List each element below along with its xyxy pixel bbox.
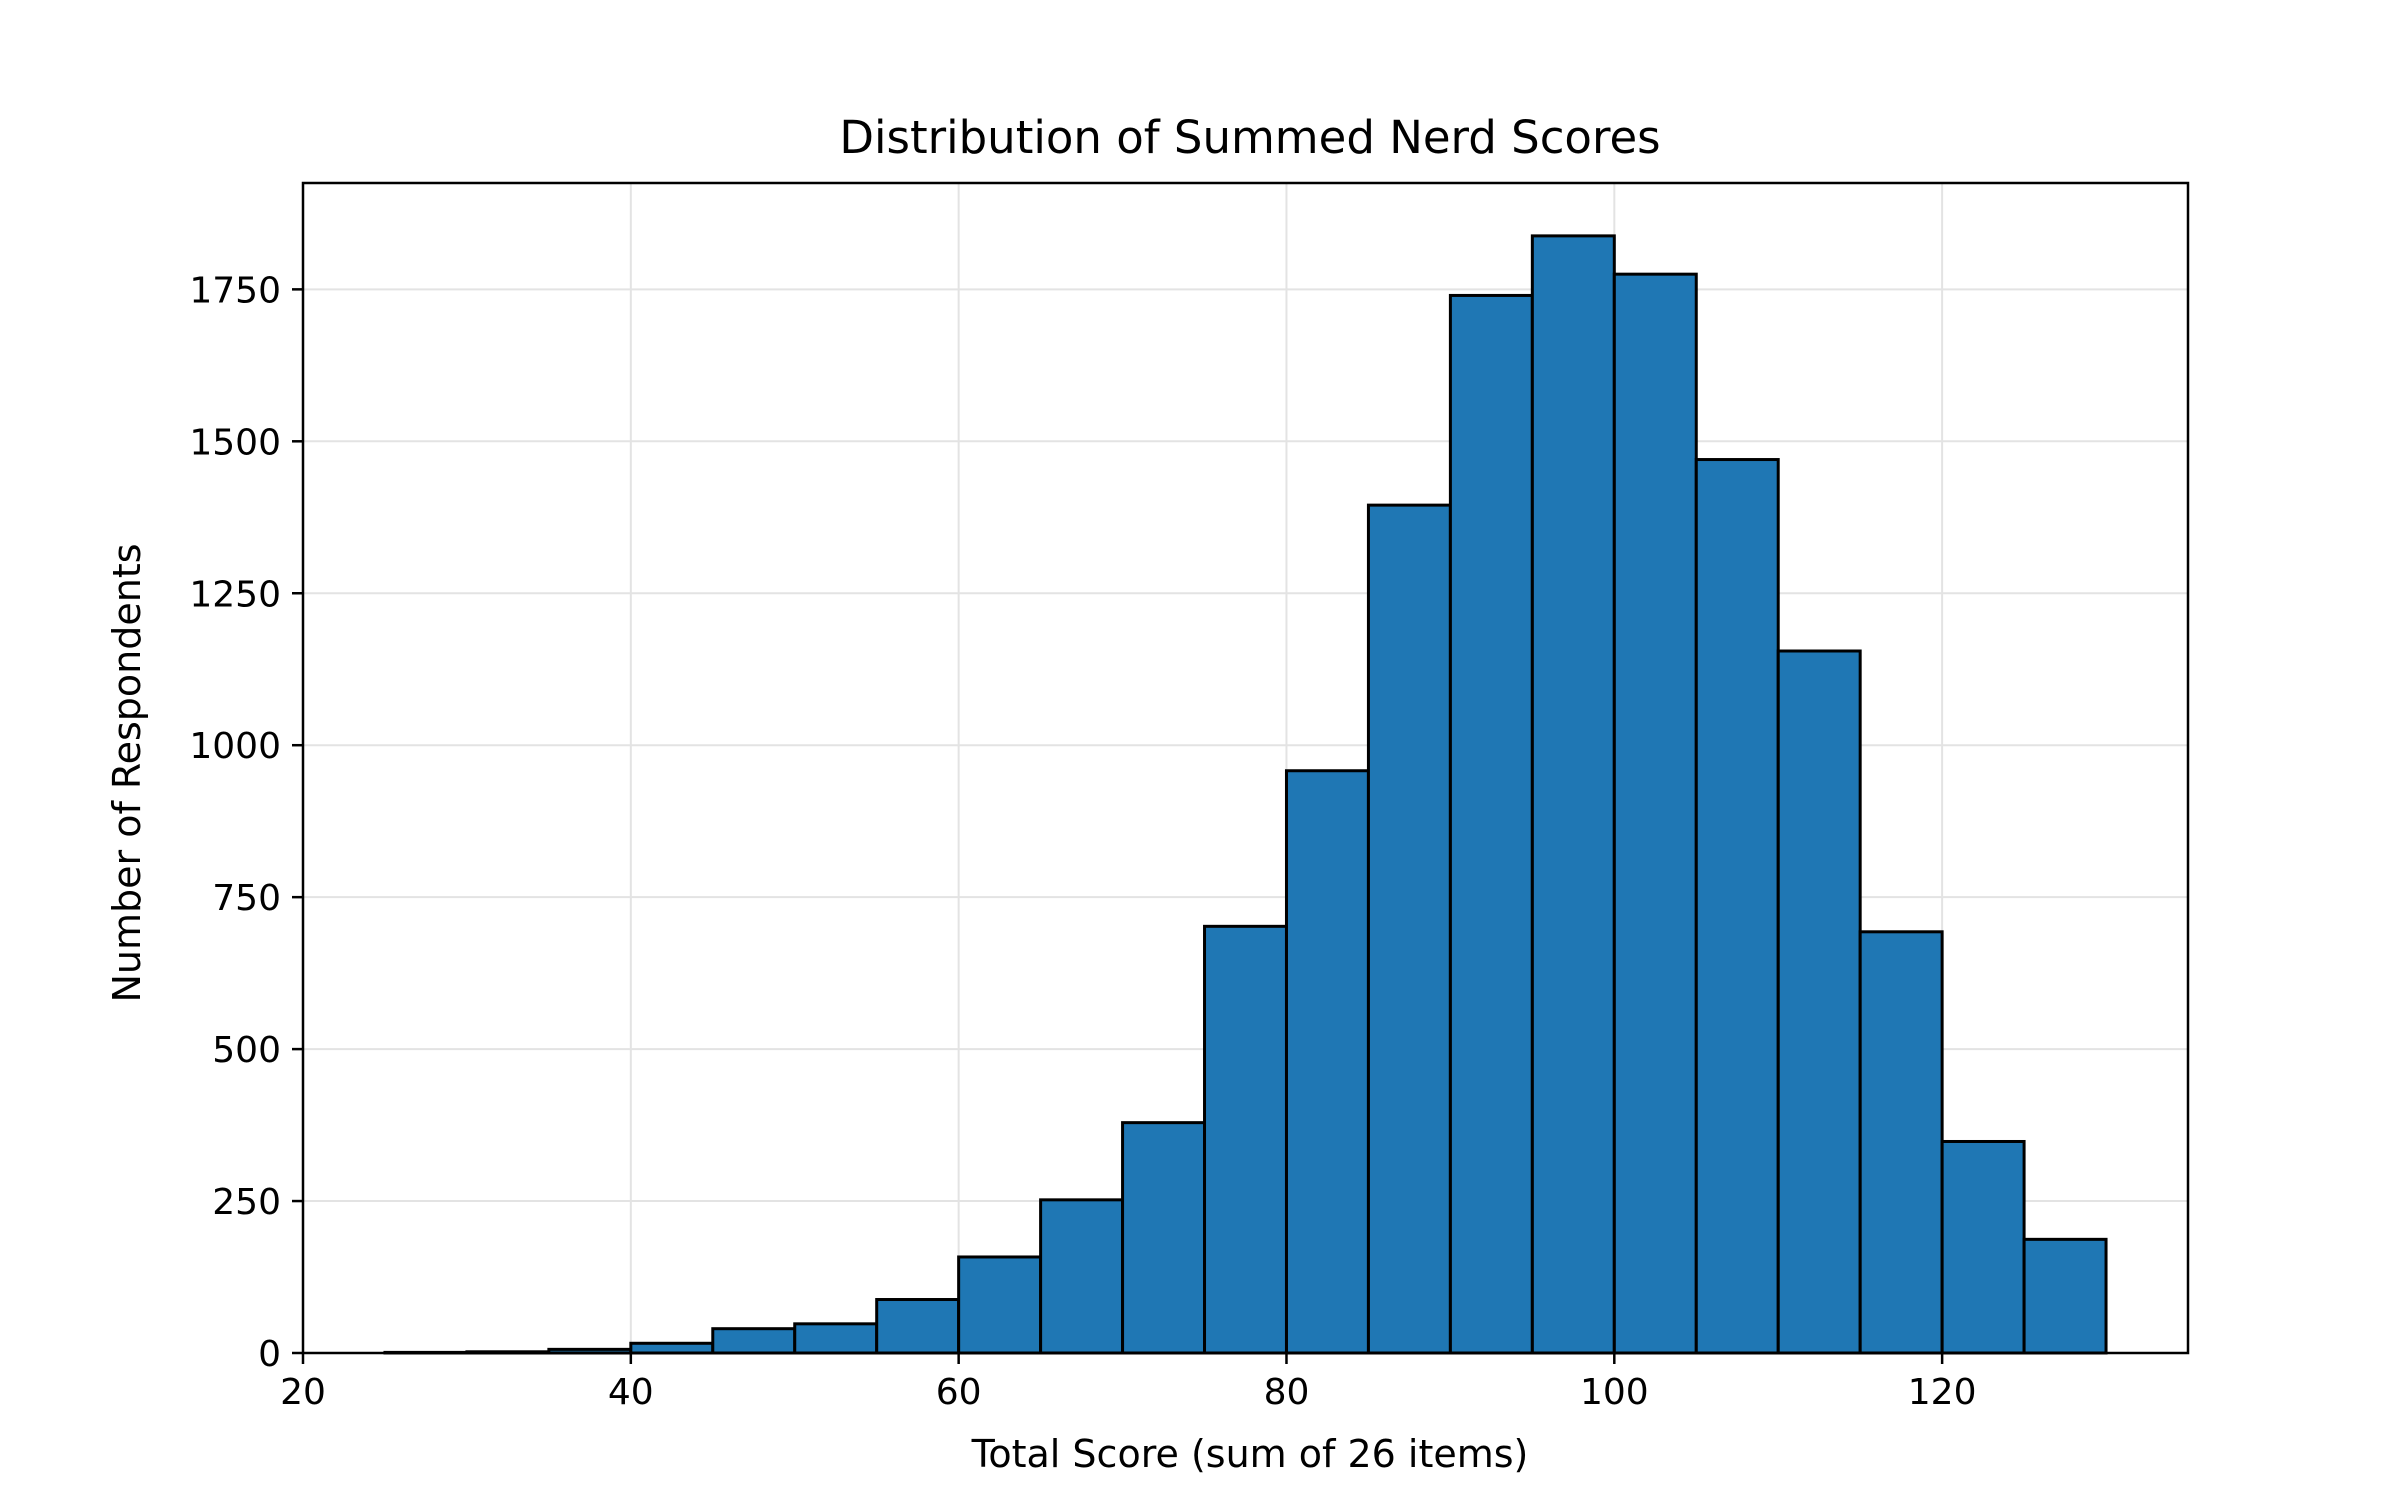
histogram-bar bbox=[793, 1322, 879, 1355]
histogram-bar bbox=[1366, 503, 1452, 1355]
histogram-bar bbox=[957, 1255, 1043, 1355]
x-tick-label: 80 bbox=[1264, 1372, 1310, 1413]
y-tick-label: 250 bbox=[212, 1182, 281, 1223]
histogram-bar bbox=[1694, 458, 1780, 1355]
axes bbox=[301, 181, 2190, 1355]
histogram-bars bbox=[383, 234, 2108, 1355]
y-tick-label: 1000 bbox=[189, 726, 281, 767]
histogram-bar bbox=[1940, 1139, 2026, 1355]
x-axis-label: Total Score (sum of 26 items) bbox=[971, 1432, 1529, 1476]
y-tick-label: 750 bbox=[212, 878, 281, 919]
histogram-bar bbox=[1284, 769, 1370, 1355]
plot-frame bbox=[301, 181, 2190, 1355]
y-axis-label: Number of Respondents bbox=[105, 543, 149, 1002]
histogram-bar bbox=[2022, 1237, 2108, 1355]
y-tick-label: 1250 bbox=[189, 574, 281, 615]
y-tick-label: 500 bbox=[212, 1030, 281, 1071]
histogram-bar bbox=[1203, 924, 1288, 1355]
histogram-bar bbox=[1858, 930, 1944, 1355]
histogram-bar bbox=[1612, 272, 1698, 1355]
histogram-bar bbox=[1039, 1198, 1125, 1355]
histogram-bar bbox=[1448, 293, 1534, 1355]
x-tick-label: 60 bbox=[936, 1372, 982, 1413]
histogram-bar bbox=[629, 1341, 715, 1355]
x-tick-label: 120 bbox=[1908, 1372, 1977, 1413]
x-tick-label: 20 bbox=[280, 1372, 326, 1413]
histogram-bar bbox=[1121, 1121, 1207, 1355]
histogram-bar bbox=[875, 1298, 961, 1355]
histogram-bar bbox=[1776, 649, 1862, 1355]
y-tick-label: 1500 bbox=[189, 422, 281, 463]
chart-title: Distribution of Summed Nerd Scores bbox=[839, 111, 1660, 164]
histogram-bar bbox=[711, 1327, 797, 1355]
x-tick-label: 40 bbox=[608, 1372, 654, 1413]
y-tick-label: 1750 bbox=[189, 270, 281, 311]
x-tick-label: 100 bbox=[1580, 1372, 1649, 1413]
grid-lines bbox=[302, 183, 2188, 1354]
ticks: 20 40 60 80 100 120 0 250 500 750 1000 1250 1500 1750 bbox=[189, 270, 1976, 1413]
y-tick-label: 0 bbox=[258, 1334, 281, 1375]
histogram-bar bbox=[1530, 234, 1616, 1355]
